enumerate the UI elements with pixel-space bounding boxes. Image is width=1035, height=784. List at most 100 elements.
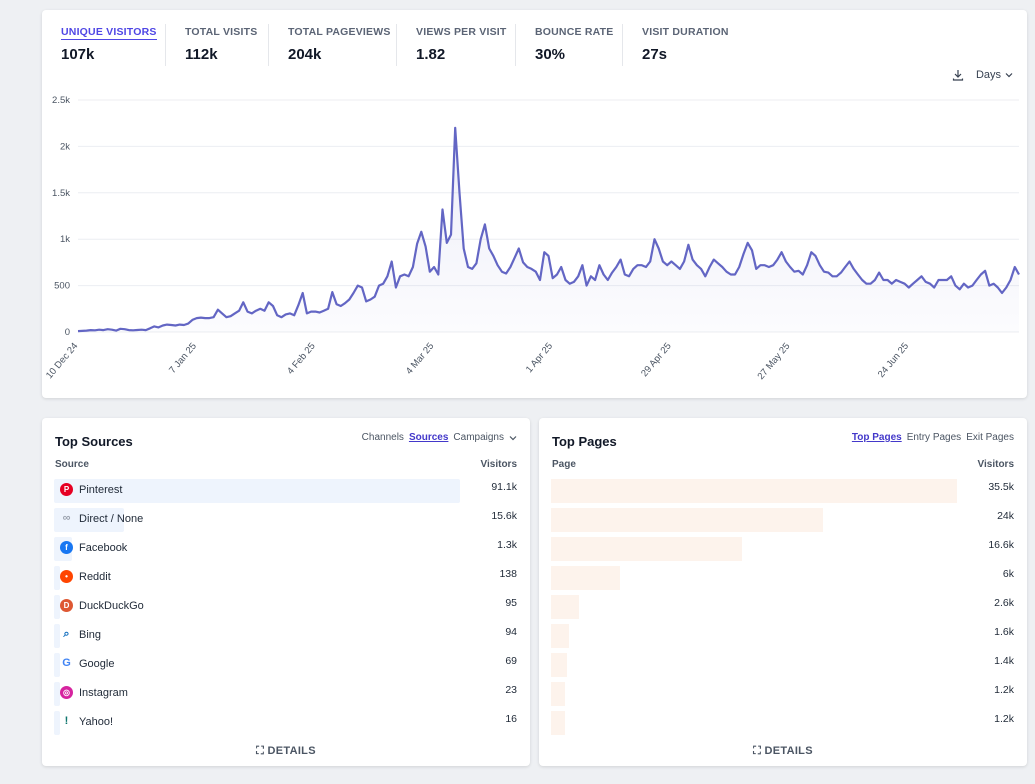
visitor-share-bar	[551, 682, 565, 706]
stat-label: TOTAL VISITS	[185, 26, 258, 38]
stat-value: 112k	[185, 46, 218, 63]
column-header-visitors: Visitors	[977, 459, 1015, 470]
page-row[interactable]: 2.6k	[551, 594, 1015, 623]
tab-channels[interactable]: Channels	[361, 432, 404, 443]
page-row[interactable]: 1.2k	[551, 710, 1015, 739]
stat-total-pageviews[interactable]: TOTAL PAGEVIEWS 204k	[288, 22, 391, 66]
source-row[interactable]: • Reddit 138	[54, 565, 518, 594]
page-row[interactable]: 24k	[551, 507, 1015, 536]
y-tick-label: 1k	[60, 234, 70, 245]
visitor-share-bar	[54, 653, 60, 677]
chart-area-fill	[78, 127, 1019, 332]
source-row[interactable]: ◎ Instagram 23	[54, 681, 518, 710]
source-row[interactable]: P Pinterest 91.1k	[54, 478, 518, 507]
source-row[interactable]: D DuckDuckGo 95	[54, 594, 518, 623]
source-visitors: 94	[505, 626, 517, 638]
source-label: ◎ Instagram	[60, 686, 128, 699]
page-visitors: 1.2k	[994, 684, 1014, 696]
page-visitors: 2.6k	[994, 597, 1014, 609]
expand-icon: ⛶	[753, 745, 762, 757]
source-name: Instagram	[79, 686, 128, 699]
column-header-source: Source	[55, 459, 89, 470]
divider	[622, 24, 623, 66]
expand-icon: ⛶	[256, 745, 265, 757]
visitor-share-bar	[54, 711, 60, 735]
google-icon: G	[62, 657, 71, 669]
link-icon: ∞	[62, 512, 71, 524]
source-row[interactable]: G Google 69	[54, 652, 518, 681]
visitor-share-bar	[54, 479, 460, 503]
divider	[396, 24, 397, 66]
source-label: ⌕ Bing	[60, 628, 101, 641]
visitor-share-bar	[551, 479, 957, 503]
y-tick-label: 2k	[60, 141, 70, 152]
visitor-share-bar	[551, 653, 568, 677]
source-label: ∞ Direct / None	[60, 512, 144, 525]
source-name: Yahoo!	[79, 715, 114, 728]
visitor-share-bar	[54, 566, 60, 590]
source-visitors: 1.3k	[497, 539, 517, 551]
tab-exit-pages[interactable]: Exit Pages	[966, 432, 1014, 443]
stat-label: VIEWS PER VISIT	[416, 26, 507, 38]
y-tick-label: 0	[65, 327, 70, 338]
source-name: Direct / None	[79, 512, 144, 525]
x-tick-label: 27 May 25	[755, 341, 792, 382]
reddit-icon: •	[60, 570, 73, 583]
x-tick-label: 29 Apr 25	[639, 341, 674, 379]
page-visitors: 1.4k	[994, 655, 1014, 667]
visitor-share-bar	[551, 508, 824, 532]
page-row[interactable]: 1.2k	[551, 681, 1015, 710]
source-row[interactable]: f Facebook 1.3k	[54, 536, 518, 565]
visitors-chart[interactable]: 0 500 1k 1.5k 2k 2.5k 10 Dec 24 7 Jan 25 4 Feb 2…	[42, 90, 1027, 398]
source-visitors: 15.6k	[491, 510, 517, 522]
source-row[interactable]: ∞ Direct / None 15.6k	[54, 507, 518, 536]
chart-controls: Days	[952, 69, 1013, 81]
interval-label: Days	[975, 69, 1001, 81]
page-visitors: 6k	[1002, 568, 1014, 580]
visitor-share-bar	[551, 566, 621, 590]
tab-top-pages[interactable]: Top Pages	[851, 432, 902, 443]
source-name: DuckDuckGo	[79, 599, 144, 612]
stat-unique-visitors[interactable]: UNIQUE VISITORS 107k	[61, 22, 157, 66]
sources-details-button[interactable]: ⛶ DETAILS	[42, 745, 530, 758]
panel-title: Top Pages	[552, 434, 617, 449]
page-row[interactable]: 16.6k	[551, 536, 1015, 565]
download-button[interactable]	[952, 69, 964, 81]
visitor-share-bar	[551, 537, 742, 561]
source-name: Bing	[79, 628, 102, 641]
x-tick-label: 4 Feb 25	[285, 341, 318, 377]
source-row[interactable]: ⌕ Bing 94	[54, 623, 518, 652]
tab-entry-pages[interactable]: Entry Pages	[906, 432, 962, 443]
x-tick-label: 10 Dec 24	[44, 341, 80, 381]
page-visitors: 24k	[997, 510, 1014, 522]
column-header-visitors: Visitors	[480, 459, 518, 470]
details-label: DETAILS	[764, 745, 813, 757]
chart-series-line	[77, 126, 1020, 333]
tab-sources[interactable]: Sources	[408, 432, 449, 443]
stat-total-visits[interactable]: TOTAL VISITS 112k	[185, 22, 257, 66]
stat-bounce-rate[interactable]: BOUNCE RATE 30%	[535, 22, 613, 66]
source-visitors: 95	[505, 597, 517, 609]
stat-views-per-visit[interactable]: VIEWS PER VISIT 1.82	[416, 22, 507, 66]
panel-title: Top Sources	[55, 434, 133, 449]
page-visitors: 16.6k	[988, 539, 1014, 551]
page-row[interactable]: 35.5k	[551, 478, 1015, 507]
page-visitors: 1.2k	[994, 713, 1014, 725]
chevron-down-icon	[1005, 73, 1013, 78]
stat-value: 107k	[61, 46, 95, 63]
page-row[interactable]: 6k	[551, 565, 1015, 594]
source-label: G Google	[60, 657, 114, 670]
chevron-down-icon[interactable]	[509, 434, 517, 442]
page-row[interactable]: 1.6k	[551, 623, 1015, 652]
stat-visit-duration[interactable]: VISIT DURATION 27s	[642, 22, 729, 66]
interval-select[interactable]: Days	[976, 69, 1013, 81]
source-row[interactable]: ! Yahoo! 16	[54, 710, 518, 739]
visitors-chart-card: UNIQUE VISITORS 107k TOTAL VISITS 112k T…	[42, 10, 1027, 398]
page-row[interactable]: 1.4k	[551, 652, 1015, 681]
source-name: Pinterest	[79, 483, 123, 496]
pages-details-button[interactable]: ⛶ DETAILS	[539, 745, 1027, 758]
source-label: f Facebook	[60, 541, 127, 554]
tab-campaigns[interactable]: Campaigns	[453, 432, 504, 443]
divider	[268, 24, 269, 66]
stat-value: 204k	[288, 46, 322, 63]
